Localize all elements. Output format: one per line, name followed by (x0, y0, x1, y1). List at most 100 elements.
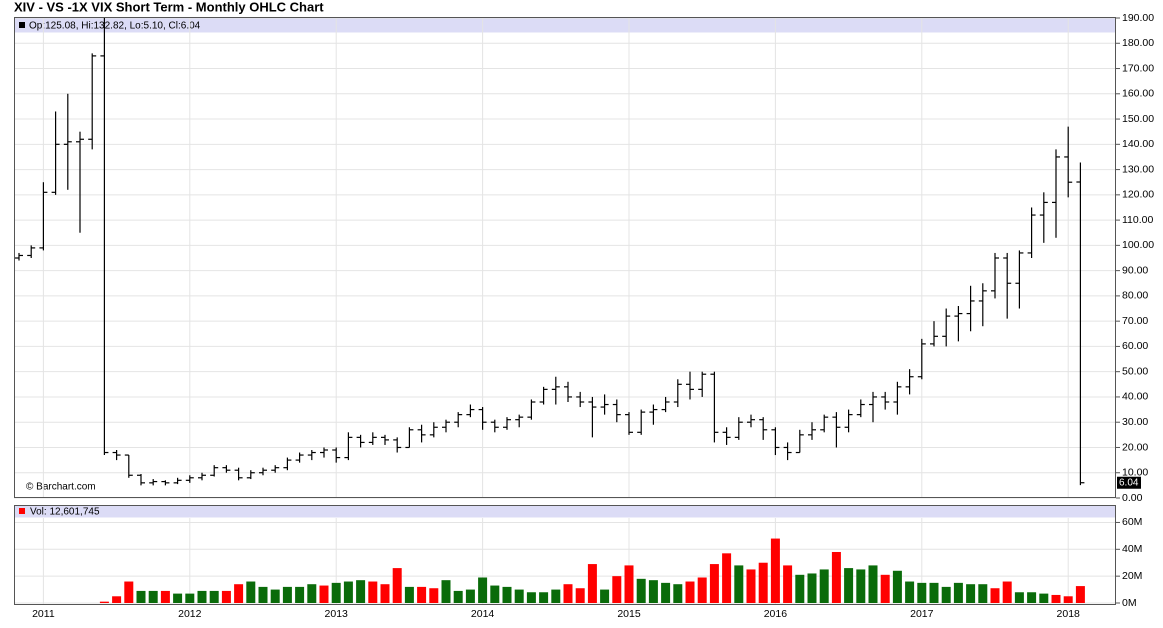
volume-bar (722, 553, 732, 603)
volume-bar (185, 593, 195, 603)
x-tick-label: 2011 (32, 608, 55, 620)
volume-bar (551, 589, 561, 603)
volume-bar (209, 590, 219, 603)
price-legend: Op:125.08, Hi:132.82, Lo:5.10, Cl:6.04 (29, 21, 201, 32)
volume-bar (136, 590, 146, 603)
volume-bar (905, 581, 915, 603)
y-tick-label: 160.00 (1122, 88, 1154, 100)
y-tick-label: 0M (1122, 597, 1137, 609)
volume-bar (124, 581, 134, 603)
volume-bar (661, 582, 671, 603)
x-tick-label: 2015 (617, 608, 641, 620)
volume-bar (441, 580, 451, 603)
volume-bar (246, 581, 256, 603)
volume-legend: Vol: 12,601,745 (30, 507, 100, 518)
volume-bar (368, 581, 378, 603)
y-tick-label: 120.00 (1122, 189, 1154, 201)
volume-legend-band (14, 505, 1116, 518)
volume-bar (429, 588, 439, 603)
volume-bar (770, 538, 780, 603)
volume-bar (331, 582, 341, 603)
x-tick-label: 2013 (325, 608, 349, 620)
y-tick-label: 170.00 (1122, 62, 1154, 74)
volume-bar (1063, 596, 1073, 603)
volume-bar (709, 564, 719, 603)
volume-bar (819, 569, 829, 603)
last-price-box (1117, 476, 1141, 489)
volume-bar (307, 584, 317, 603)
volume-bar (160, 590, 170, 603)
volume-bar (831, 551, 841, 603)
volume-bar (685, 581, 695, 603)
y-tick-label: 190.00 (1122, 12, 1154, 24)
volume-bar (600, 589, 610, 603)
volume-bar (587, 564, 597, 603)
y-tick-label: 110.00 (1122, 214, 1153, 226)
volume-bar (197, 590, 207, 603)
volume-bar (221, 590, 231, 603)
volume-bar (343, 581, 353, 603)
volume-bar (746, 569, 756, 603)
volume-bar (880, 574, 890, 603)
volume-bar (392, 568, 402, 603)
volume-bar (514, 589, 524, 603)
volume-bar (1039, 593, 1049, 603)
y-tick-label: 90.00 (1122, 264, 1148, 276)
volume-bar (502, 586, 512, 603)
volume-bar (978, 584, 988, 603)
volume-bar (783, 565, 793, 603)
volume-bar (966, 584, 976, 603)
x-tick-label: 2018 (1057, 608, 1081, 620)
price-frame (14, 17, 1116, 498)
volume-bar (1027, 592, 1037, 603)
y-tick-label: 70.00 (1122, 315, 1148, 327)
volume-bar (636, 578, 646, 603)
volume-bar (673, 584, 683, 603)
watermark: © Barchart.com (26, 482, 96, 493)
volume-bar (282, 586, 292, 603)
volume-bar (234, 584, 244, 603)
y-tick-label: 50.00 (1122, 365, 1148, 377)
volume-bar (807, 573, 817, 603)
volume-bar (697, 577, 707, 603)
y-tick-label: 0.00 (1122, 492, 1143, 504)
plot-layer: 2011 2012 2013 2014 2015 2016 2017 2018 0.00 10.0… (14, 12, 1154, 620)
y-tick-label: 100.00 (1122, 239, 1154, 251)
volume-bar (917, 582, 927, 603)
volume-bar (941, 586, 951, 603)
price-legend-swatch (19, 22, 25, 28)
volume-bar (990, 588, 1000, 603)
y-tick-label: 20.00 (1122, 441, 1148, 453)
volume-frame (14, 505, 1116, 605)
y-tick-label: 40.00 (1122, 391, 1148, 403)
volume-bar (99, 601, 109, 603)
volume-bar (478, 577, 488, 603)
volume-bar (612, 576, 622, 603)
volume-bar (575, 588, 585, 603)
volume-bar (270, 589, 280, 603)
volume-bar (1051, 594, 1061, 603)
volume-bar (465, 589, 475, 603)
volume-bar (539, 592, 549, 603)
volume-legend-swatch (19, 508, 25, 514)
y-tick-label: 180.00 (1122, 37, 1154, 49)
volume-bar (417, 586, 427, 603)
volume-bar (526, 592, 536, 603)
volume-bar (319, 585, 329, 603)
volume-bar (1002, 581, 1012, 603)
volume-bar (953, 582, 963, 603)
volume-bar (563, 584, 573, 603)
volume-bar (892, 570, 902, 603)
chart-title: XIV - VS -1X VIX Short Term - Monthly OH… (14, 0, 324, 14)
volume-bar (795, 574, 805, 603)
volume-bar (624, 565, 634, 603)
y-tick-label: 140.00 (1122, 138, 1154, 150)
volume-bar (295, 586, 305, 603)
volume-bar (148, 590, 158, 603)
last-price-label: 6.04 (1119, 477, 1139, 488)
volume-bar (404, 586, 414, 603)
volume-bar (490, 585, 500, 603)
volume-bar (1014, 592, 1024, 603)
x-tick-label: 2014 (471, 608, 495, 620)
